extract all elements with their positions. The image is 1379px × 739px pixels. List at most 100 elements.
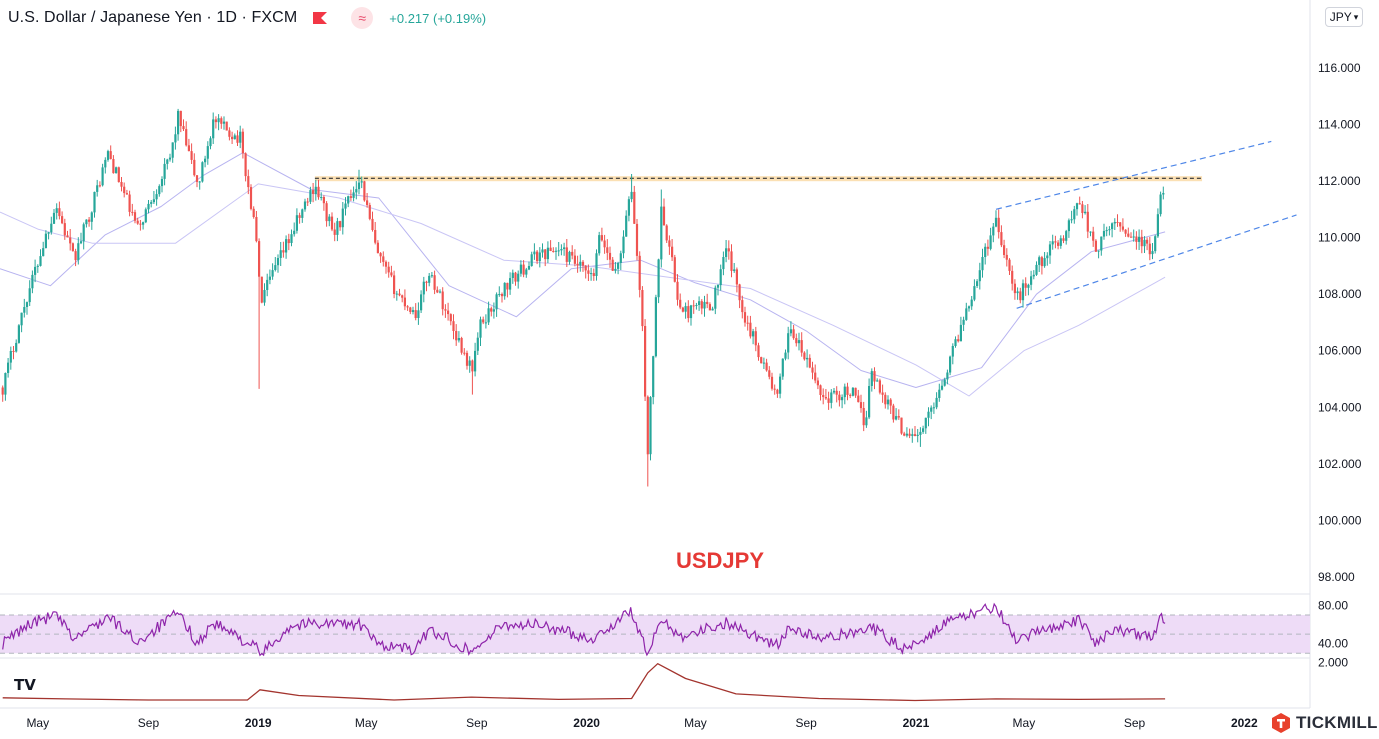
candle [314,179,317,201]
rsi-line [2,602,1166,657]
candle [1032,270,1035,280]
candle [479,316,482,346]
candle [190,143,193,164]
candle [671,239,674,261]
candle [792,325,795,340]
candle [884,392,887,409]
candle [573,249,576,267]
candle [433,270,436,295]
candle [104,157,107,174]
candle [638,251,641,298]
candle [1102,223,1106,240]
candle [463,348,466,356]
candle [719,264,722,291]
candle [34,259,37,283]
candle [838,390,841,407]
candle [1108,226,1111,236]
channel-lower-line[interactable] [1016,214,1297,309]
candle [285,235,288,259]
tradingview-logo-icon[interactable]: TV [14,676,36,694]
rsi-pane [0,602,1310,657]
chart-header: U.S. Dollar / Japanese Yen · 1D · FXCM ≈… [8,6,486,30]
candle [994,210,998,228]
candle [1019,287,1022,304]
candle [268,269,271,285]
candle [1113,218,1116,230]
candle [752,328,755,345]
candle [260,276,263,304]
candle [420,290,423,313]
candle [706,293,709,309]
candle [779,373,782,399]
candle [144,207,147,224]
candle [476,332,479,355]
flag-icon[interactable] [313,12,328,24]
candle [252,206,255,219]
candle [217,114,220,131]
candle [897,409,900,420]
candle [357,169,361,195]
candle [436,286,439,294]
candle [587,264,590,281]
candle [93,191,96,218]
candle [554,247,558,260]
candle [808,354,811,369]
candle [484,314,487,329]
candle [409,306,412,315]
candle [951,343,954,365]
candle [517,270,520,289]
channel-upper-line[interactable] [995,140,1272,210]
symbol-title[interactable]: U.S. Dollar / Japanese Yen · 1D · FXCM [8,9,298,26]
candle [503,282,506,300]
candle [873,367,876,390]
candle [843,383,846,405]
candle [422,276,425,303]
candle [519,260,522,277]
candle [195,175,199,188]
price-axis[interactable]: 98.000 100.000 102.000 104.000 106.000 108.00… [1318,61,1362,670]
candle [12,346,15,360]
candle [1127,227,1130,238]
candle [309,186,312,204]
time-axis[interactable]: May Sep 2019 May Sep 2020 May Sep 2021 May Sep 2022 [26,716,1258,730]
candle [363,180,366,202]
wave-icon[interactable]: ≈ [351,7,374,29]
price-tick-label: 106.000 [1318,344,1362,358]
candle [673,254,676,283]
candle [301,208,304,223]
candle [379,252,382,263]
currency-label: JPY [1329,10,1352,24]
candle [716,284,720,296]
candle [581,260,585,272]
candle [460,336,463,355]
candle [139,220,142,231]
candle [992,223,995,243]
candle [355,181,358,200]
candle [317,179,320,200]
candle [986,239,989,256]
candle [198,181,201,190]
time-tick-label: 2019 [245,716,272,730]
candle [241,128,244,159]
candle [174,126,177,150]
candle [1008,258,1011,275]
candle [803,351,806,361]
candle [25,301,29,315]
candle [984,243,987,265]
candle [411,306,415,315]
candle [455,324,458,346]
candle [1005,248,1008,267]
candle [79,232,83,245]
candle [239,125,242,149]
candle [249,184,253,211]
currency-selector[interactable]: JPY ▾ [1325,7,1363,27]
candle [598,231,601,256]
candle [214,116,217,129]
candle [665,224,668,243]
candle [1119,222,1122,232]
candle [293,222,296,237]
candle [352,186,355,202]
candle [82,222,85,250]
